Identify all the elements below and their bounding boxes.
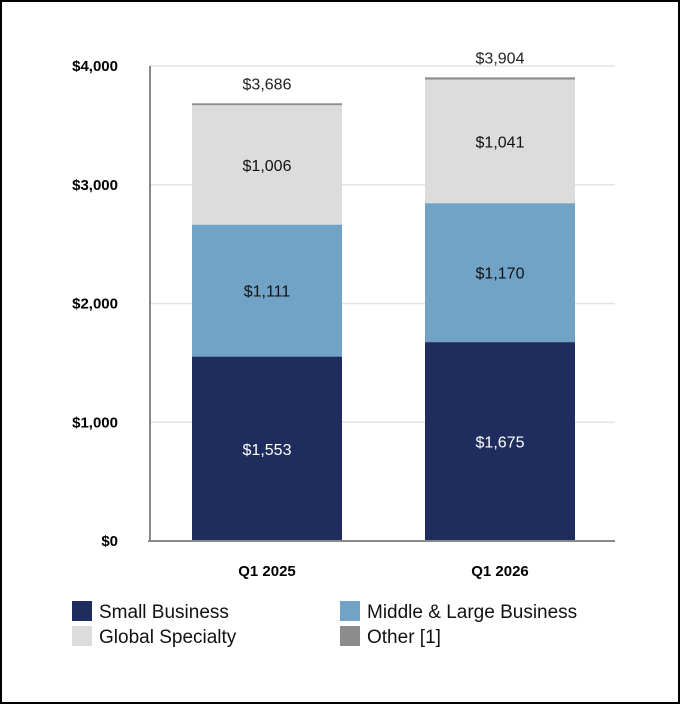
legend-swatch-1	[340, 601, 360, 621]
data-label-2-0: $1,006	[243, 158, 292, 175]
bar-segment-3-0	[192, 103, 342, 106]
bar-segment-3-1	[425, 77, 575, 80]
y-tick-label-4: $4,000	[72, 58, 118, 75]
y-tick-label-1: $1,000	[72, 414, 118, 431]
legend-label-3: Other [1]	[367, 627, 441, 648]
data-label-1-1: $1,170	[476, 266, 525, 283]
legend-label-1: Middle & Large Business	[367, 602, 577, 623]
bar-segment-1-0	[192, 224, 342, 357]
y-tick-label-2: $2,000	[72, 296, 118, 313]
bar-segment-1-1	[425, 203, 575, 343]
x-tick-label-0: Q1 2025	[238, 563, 296, 580]
total-label-1: $3,904	[476, 50, 525, 67]
y-tick-label-3: $3,000	[72, 177, 118, 194]
y-tick-label-0: $0	[101, 533, 118, 550]
legend-label-2: Global Specialty	[99, 627, 237, 648]
legend-swatch-0	[72, 601, 92, 621]
data-label-0-1: $1,675	[476, 435, 525, 452]
data-label-1-0: $1,111	[244, 284, 291, 301]
data-label-2-1: $1,041	[476, 134, 525, 151]
x-tick-label-1: Q1 2026	[471, 563, 529, 580]
total-label-0: $3,686	[243, 76, 292, 93]
bar-segment-2-1	[425, 79, 575, 204]
bar-segment-0-1	[425, 342, 575, 541]
legend-label-0: Small Business	[99, 602, 229, 623]
bar-segment-2-0	[192, 105, 342, 225]
data-label-0-0: $1,553	[243, 442, 292, 459]
legend-swatch-3	[340, 626, 360, 646]
bar-segment-0-0	[192, 356, 342, 541]
legend-swatch-2	[72, 626, 92, 646]
